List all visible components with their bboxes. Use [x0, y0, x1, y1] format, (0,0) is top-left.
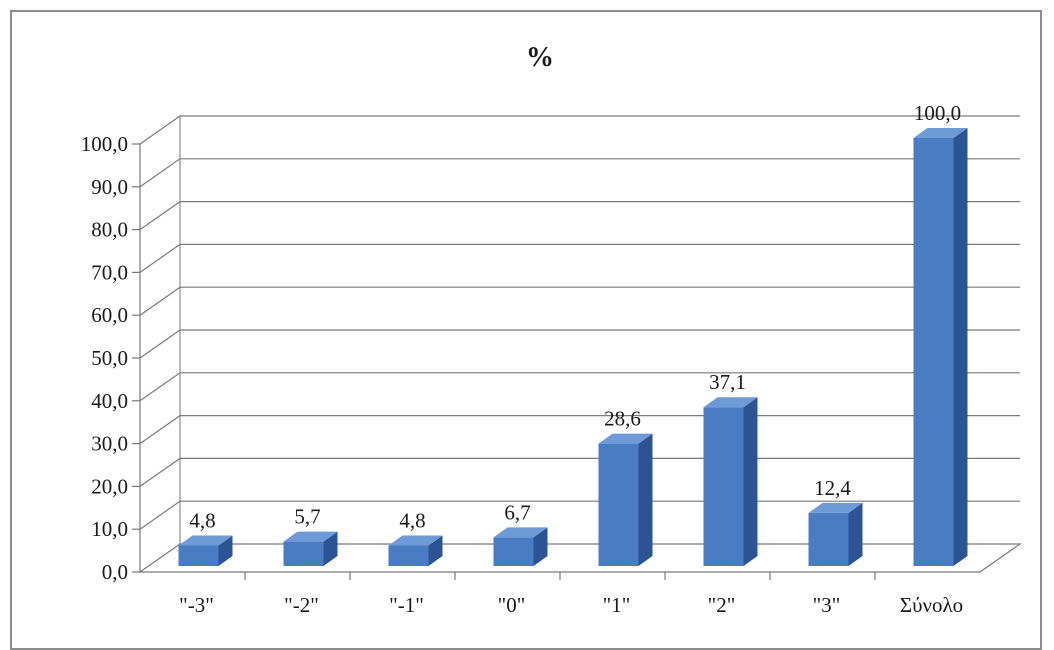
bar-front	[598, 443, 639, 566]
gridline	[139, 500, 1020, 530]
gridline	[139, 457, 1020, 487]
data-label: 5,7	[294, 505, 320, 529]
y-tick-label: 60,0	[91, 303, 128, 327]
y-tick-label: 10,0	[91, 517, 128, 541]
y-tick-label: 90,0	[91, 175, 128, 199]
y-tick-label: 30,0	[91, 432, 128, 456]
bar-front	[703, 407, 744, 566]
bar-side	[428, 535, 443, 566]
bar	[388, 535, 443, 566]
y-tick-label: 50,0	[91, 346, 128, 370]
y-tick-label: 70,0	[91, 260, 128, 284]
bar-top	[703, 397, 758, 408]
bar-top	[913, 128, 968, 138]
bar-top	[388, 535, 443, 546]
gridline	[139, 243, 1020, 273]
bar	[703, 397, 758, 566]
x-tick-label: "-2"	[284, 593, 319, 617]
bar	[808, 502, 863, 566]
x-tick-label: "1"	[603, 593, 631, 617]
gridline	[139, 158, 1020, 188]
data-label: 28,6	[604, 407, 641, 431]
bar	[178, 535, 233, 566]
x-tick-label: "-1"	[389, 593, 424, 617]
bar	[493, 527, 548, 566]
chart-title: %	[526, 42, 554, 73]
bar-side	[848, 502, 863, 566]
y-tick-label: 80,0	[91, 218, 128, 242]
bar-side	[953, 128, 968, 566]
bar-front	[178, 545, 219, 566]
x-tick-label: Σύνολο	[900, 593, 963, 617]
bar-side	[218, 535, 233, 566]
bar-side	[323, 531, 338, 566]
y-tick-label: 20,0	[91, 474, 128, 498]
bar-top	[283, 531, 338, 542]
bar-front	[388, 545, 429, 566]
x-tick-label: "-3"	[179, 593, 214, 617]
data-label: 4,8	[189, 508, 215, 532]
x-tick-label: "0"	[498, 593, 526, 617]
y-tick-label: 100,0	[81, 132, 128, 156]
data-label: 12,4	[814, 476, 851, 500]
data-label: 4,8	[399, 508, 425, 532]
data-label: 100,0	[914, 101, 961, 125]
gridline	[139, 415, 1020, 445]
gridline	[139, 201, 1020, 231]
x-tick-label: "2"	[708, 593, 736, 617]
bar	[913, 128, 968, 566]
bar-front	[283, 541, 324, 566]
gridline	[139, 372, 1020, 402]
bar-front	[493, 537, 534, 566]
bar-side	[533, 527, 548, 566]
gridline	[139, 115, 1020, 145]
bar	[283, 531, 338, 566]
y-tick-label: 0,0	[102, 560, 128, 584]
bar	[598, 433, 653, 566]
bar-top	[808, 502, 863, 513]
bar-side	[638, 433, 653, 566]
bar-top	[178, 535, 233, 546]
data-label: 6,7	[504, 500, 530, 524]
bar-top	[493, 527, 548, 538]
x-tick-label: "3"	[813, 593, 841, 617]
bar-front	[808, 512, 849, 566]
bar-front	[913, 138, 954, 566]
bar-top	[598, 433, 653, 444]
gridline	[139, 286, 1020, 316]
data-label: 37,1	[709, 370, 746, 394]
y-tick-label: 40,0	[91, 389, 128, 413]
bar-side	[743, 397, 758, 566]
gridline	[139, 329, 1020, 359]
chart-floor	[138, 543, 1022, 573]
